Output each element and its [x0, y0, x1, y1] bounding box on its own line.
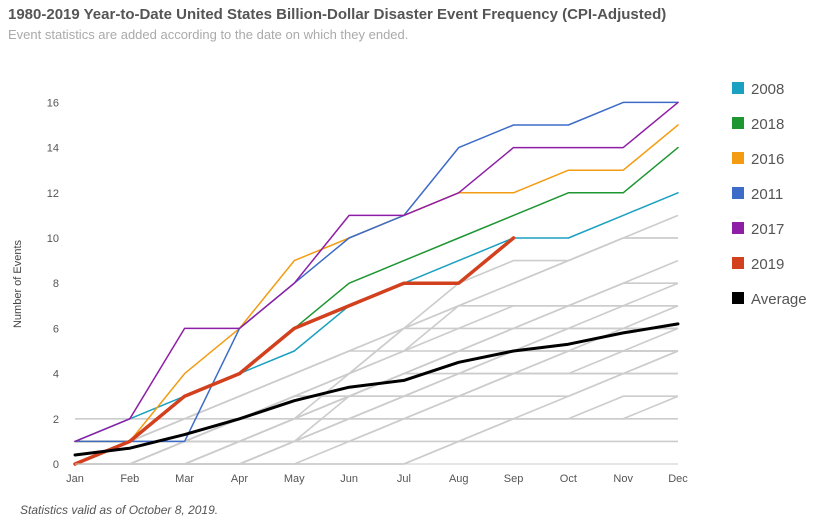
- y-tick-label: 14: [47, 143, 59, 155]
- x-tick-label: Aug: [449, 473, 469, 485]
- y-axis-label: Number of Events: [12, 239, 24, 328]
- chart-title: 1980-2019 Year-to-Date United States Bil…: [8, 6, 667, 23]
- legend-label-2008: 2008: [751, 81, 784, 98]
- y-tick-label: 0: [53, 459, 59, 471]
- x-tick-label: Mar: [175, 473, 194, 485]
- highlight-series: [73, 101, 680, 466]
- x-tick-label: Dec: [668, 473, 688, 485]
- y-tick-label: 12: [47, 188, 59, 200]
- x-tick-label: Feb: [120, 473, 139, 485]
- series-line-2016: [74, 124, 679, 443]
- x-tick-label: Apr: [231, 473, 248, 485]
- axes: 0 2 4 6 8 10 12 14 16 Jan Feb Mar Apr May Jun Jul Aug Sep…: [47, 97, 689, 485]
- legend: 2008 2018 2016 2011 2017 2019 Average: [732, 81, 807, 308]
- y-tick-label: 10: [47, 233, 59, 245]
- legend-label-2018: 2018: [751, 116, 784, 133]
- x-tick-label: May: [284, 473, 305, 485]
- x-tick-label: Sep: [504, 473, 524, 485]
- y-tick-label: 2: [53, 414, 59, 426]
- x-tick-label: Nov: [613, 473, 633, 485]
- footnote: Statistics valid as of October 8, 2019.: [20, 503, 219, 517]
- legend-label-2017: 2017: [751, 221, 784, 238]
- legend-label-average: Average: [751, 291, 807, 308]
- x-tick-label: Jan: [66, 473, 84, 485]
- series-line-2017: [74, 101, 679, 443]
- series-line-2008: [74, 192, 679, 443]
- x-tick-label: Oct: [560, 473, 577, 485]
- y-tick-label: 8: [53, 278, 59, 290]
- legend-swatch-2017: [732, 222, 744, 234]
- legend-swatch-2008: [732, 82, 744, 94]
- legend-label-2016: 2016: [751, 151, 784, 168]
- y-tick-label: 6: [53, 323, 59, 335]
- line-chart: 0 2 4 6 8 10 12 14 16 Jan Feb Mar Apr May Jun Jul Aug Sep…: [12, 81, 807, 485]
- legend-swatch-2019: [732, 257, 744, 269]
- legend-swatch-2016: [732, 152, 744, 164]
- x-tick-label: Jun: [340, 473, 358, 485]
- legend-swatch-average: [732, 292, 744, 304]
- legend-swatch-2011: [732, 187, 744, 199]
- legend-swatch-2018: [732, 117, 744, 129]
- legend-label-2019: 2019: [751, 256, 784, 273]
- x-tick-label: Jul: [397, 473, 411, 485]
- series-line-average: [73, 322, 680, 457]
- chart-subtitle: Event statistics are added according to …: [8, 27, 409, 42]
- legend-label-2011: 2011: [751, 186, 783, 203]
- series-line-2011: [74, 101, 679, 443]
- y-tick-label: 16: [47, 97, 59, 109]
- y-tick-label: 4: [53, 369, 59, 381]
- series-line-2019: [73, 236, 516, 466]
